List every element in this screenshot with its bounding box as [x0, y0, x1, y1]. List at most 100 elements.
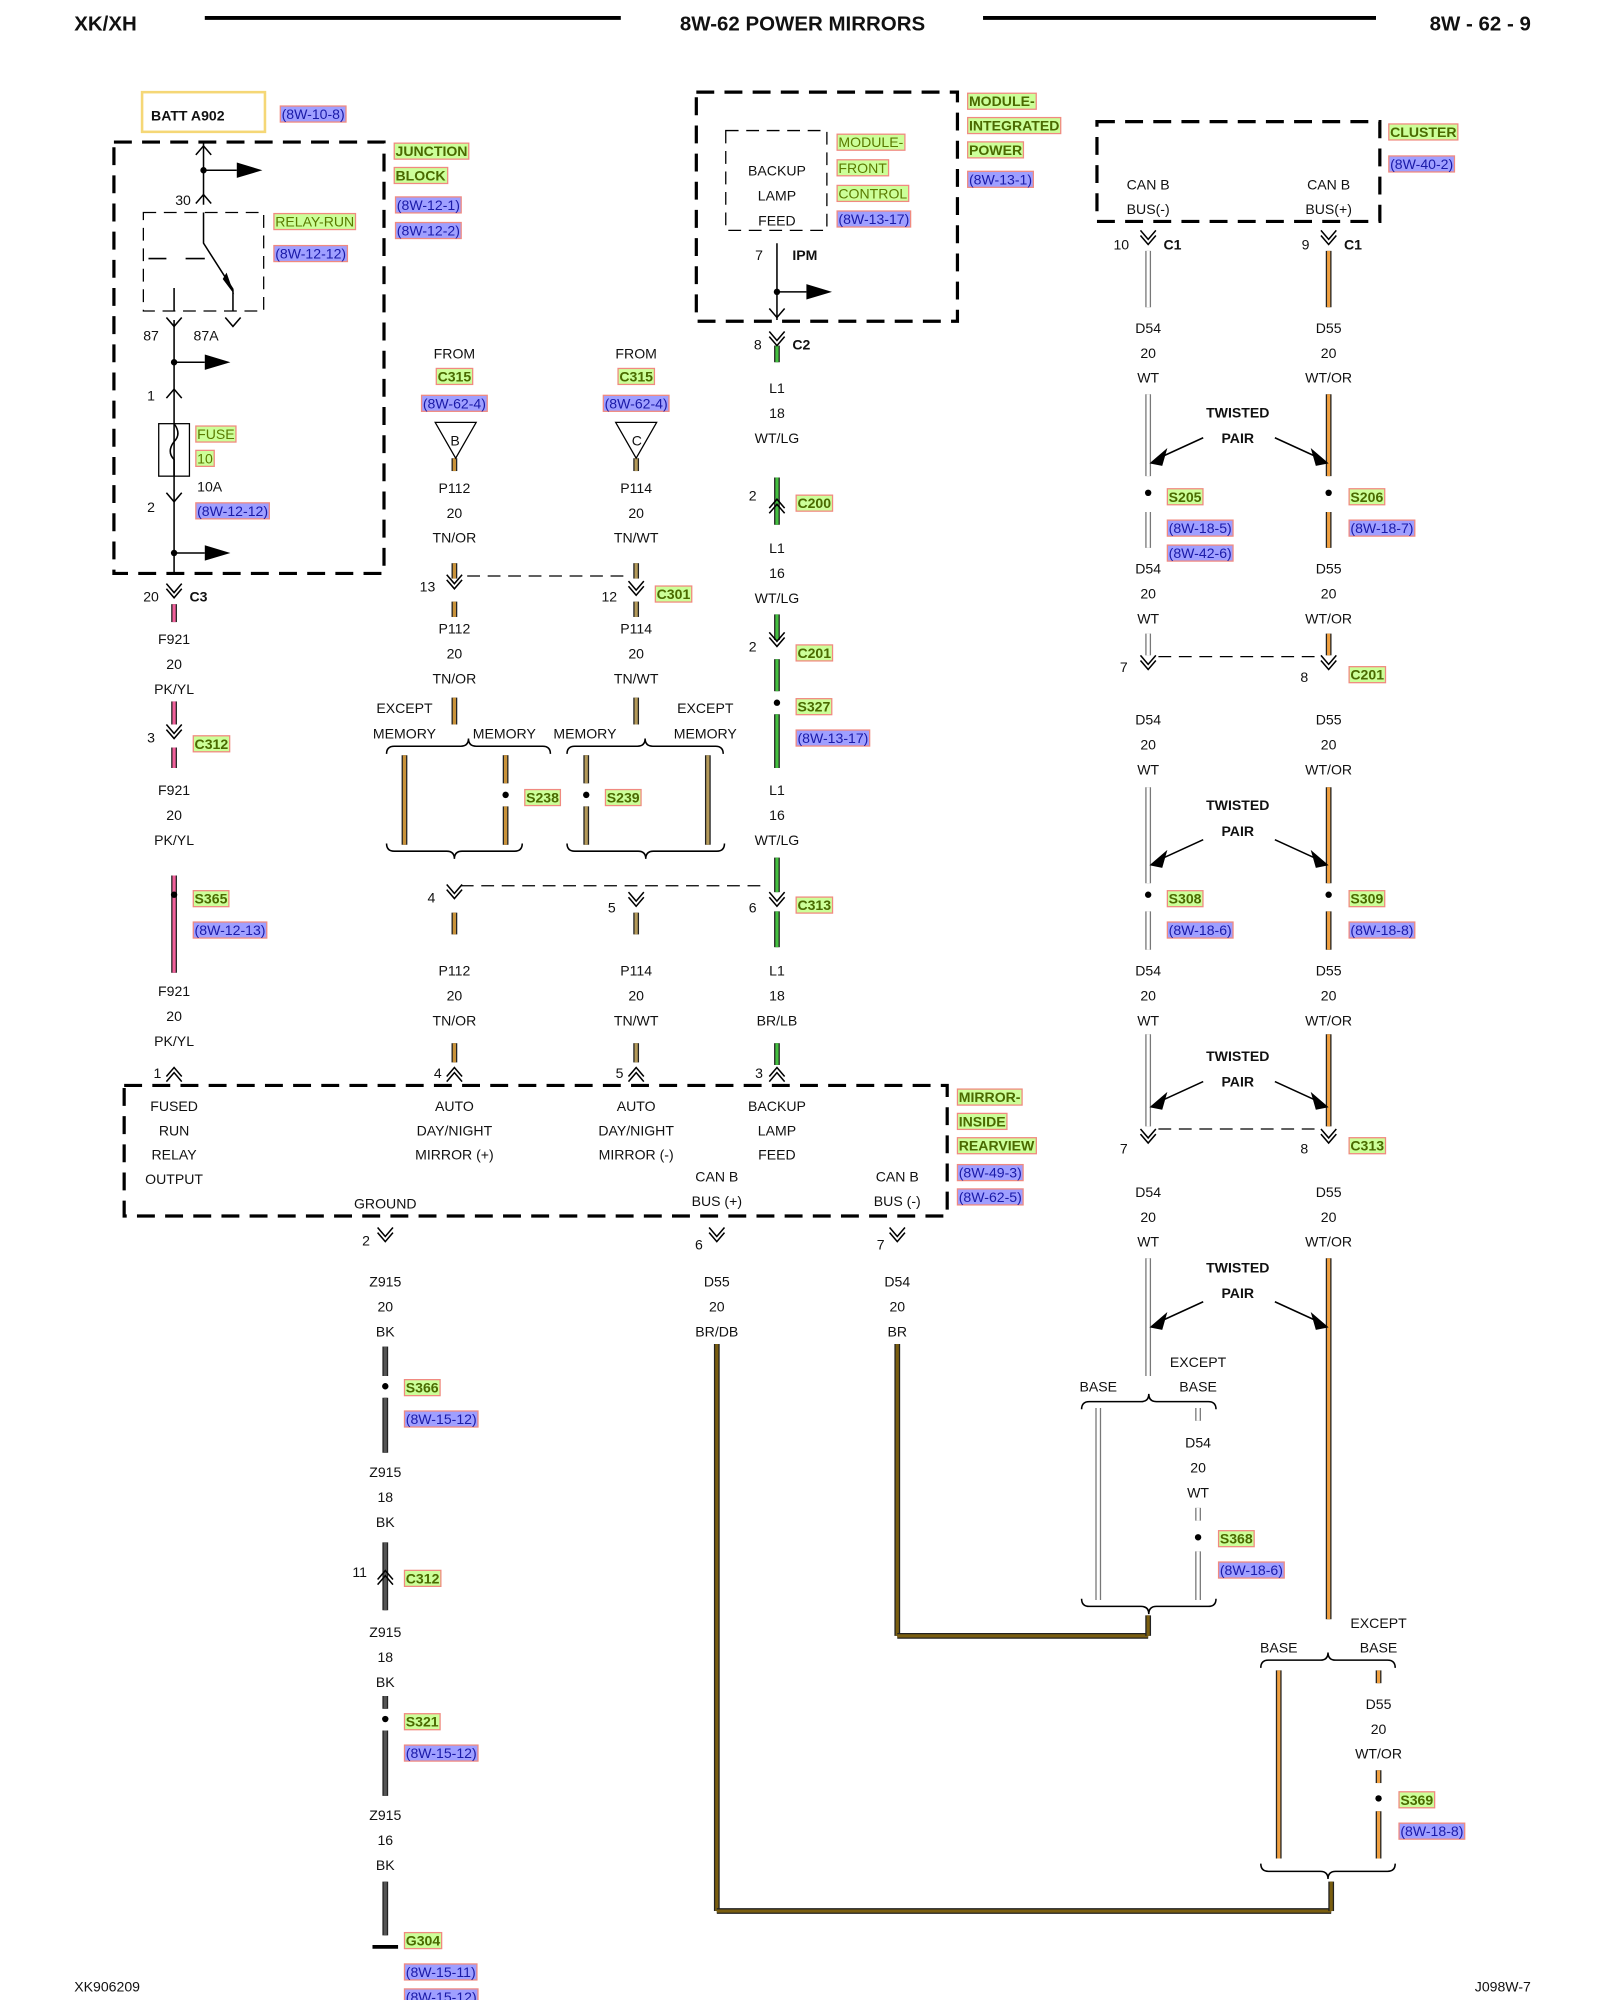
junction-block-ref-link[interactable]: (8W-12-2) — [397, 223, 460, 239]
connector-pin: 13 — [420, 578, 436, 594]
wire-gauge: 20 — [1321, 585, 1337, 601]
wire-color: WT — [1137, 1234, 1159, 1250]
mirror-ref-link[interactable]: (8W-49-3) — [959, 1165, 1022, 1181]
cluster-ref-link[interactable]: (8W-40-2) — [1390, 156, 1453, 172]
option-memory: MEMORY — [553, 726, 617, 742]
wire-color: TN/WT — [614, 1012, 659, 1028]
label-highlight — [956, 1163, 1024, 1182]
wire-circuit: Z915 — [369, 1273, 401, 1289]
splice-dot — [170, 891, 178, 898]
source-ref-link[interactable]: (8W-62-4) — [605, 395, 668, 411]
wire-gauge: 18 — [377, 1489, 393, 1505]
relay-ref-link[interactable]: (8W-12-12) — [275, 246, 346, 262]
connector-pin: 4 — [427, 889, 435, 905]
wire-circuit: Z915 — [369, 1807, 401, 1823]
wire-gauge: 20 — [1321, 987, 1337, 1003]
wire-gauge: 16 — [769, 807, 785, 823]
splice-ref-link[interactable]: (8W-18-7) — [1350, 520, 1413, 536]
wire-circuit: D54 — [1135, 560, 1161, 576]
connector-c1: C1 — [1164, 237, 1182, 253]
mirror-ref-link[interactable]: (8W-62-5) — [959, 1189, 1022, 1205]
label-highlight — [956, 1188, 1024, 1206]
label-highlight — [795, 494, 834, 512]
splice-dot — [1325, 489, 1332, 496]
label-highlight — [1348, 890, 1386, 908]
connector-c313: C313 — [797, 897, 831, 913]
ipm-ref-link[interactable]: (8W-13-1) — [969, 171, 1032, 187]
batt-ref-link[interactable]: (8W-10-8) — [282, 106, 345, 122]
mirror-pin-label: FEED — [758, 1147, 796, 1163]
front-control-ref-link[interactable]: (8W-13-17) — [838, 211, 909, 227]
wire-gauge: 20 — [1140, 987, 1156, 1003]
connector-icon — [165, 492, 183, 503]
label-highlight — [1166, 921, 1234, 939]
relay-pin: 87A — [194, 327, 220, 343]
wire-gauge: 20 — [166, 1008, 182, 1024]
wire-circuit: D55 — [1366, 1696, 1392, 1712]
source-connector: C315 — [619, 368, 653, 384]
text-layer: XK/XH 8W-62 POWER MIRRORS 8W - 62 - 9 XK906… — [74, 13, 1531, 2000]
wire-circuit: L1 — [769, 962, 785, 978]
splice-ref-link[interactable]: (8W-18-5) — [1169, 520, 1232, 536]
connector-icon — [1139, 229, 1157, 246]
label-highlight — [273, 212, 357, 231]
fuse-ref-link[interactable]: (8W-12-12) — [197, 503, 268, 519]
twisted-pair-label: PAIR — [1221, 430, 1254, 446]
source-ref-link[interactable]: (8W-62-4) — [423, 395, 486, 411]
junction-dot — [200, 167, 207, 174]
wire-circuit: L1 — [769, 380, 785, 396]
splice-ref-link[interactable]: (8W-12-13) — [195, 922, 266, 938]
wire-gauge: 20 — [1140, 585, 1156, 601]
wire-circuit: P112 — [438, 962, 470, 978]
twisted-pair-label: PAIR — [1221, 1285, 1254, 1301]
wire-color: BK — [376, 1323, 395, 1339]
label-highlight — [967, 92, 1037, 110]
splice-ref-link[interactable]: (8W-13-17) — [797, 730, 868, 746]
wire-gauge: 20 — [1140, 1209, 1156, 1225]
label-highlight — [1348, 519, 1416, 537]
twisted-pair-label: TWISTED — [1206, 1048, 1269, 1064]
label-highlight — [195, 449, 215, 467]
splice-ref-link[interactable]: (8W-18-6) — [1169, 922, 1232, 938]
splice-s321: S321 — [406, 1714, 439, 1730]
front-control-name: FRONT — [838, 160, 887, 176]
connector-icon — [627, 580, 645, 597]
label-highlight — [1348, 1137, 1387, 1155]
label-highlight — [403, 1713, 441, 1731]
splice-ref-link[interactable]: (8W-15-12) — [406, 1989, 477, 2000]
splice-ref-link[interactable]: (8W-42-6) — [1169, 545, 1232, 561]
label-highlight — [394, 196, 462, 214]
label-highlight — [836, 133, 906, 151]
wire-color: WT/OR — [1305, 761, 1352, 777]
splice-ref-link[interactable]: (8W-15-12) — [406, 1411, 477, 1427]
fuse-element-icon — [169, 423, 179, 477]
wire-gauge: 20 — [166, 656, 182, 672]
relay-name: RELAY-RUN — [275, 214, 354, 230]
splice-ref-link[interactable]: (8W-15-11) — [406, 1964, 476, 1980]
connector-pin: 11 — [352, 1564, 367, 1580]
mirror-pin-label: BUS (+) — [692, 1193, 742, 1209]
splice-dot — [1194, 1534, 1202, 1541]
splice-ref-link[interactable]: (8W-18-8) — [1400, 1823, 1463, 1839]
connector-tie-lines — [460, 575, 1319, 1130]
splice-ref-link[interactable]: (8W-18-6) — [1220, 1562, 1283, 1578]
wire-circuit: P114 — [620, 962, 652, 978]
batt-label: BATT A902 — [151, 107, 225, 123]
splice-ref-link[interactable]: (8W-18-8) — [1350, 922, 1413, 938]
label-highlight — [1166, 519, 1234, 537]
connector-pin: 12 — [601, 589, 617, 605]
connector-pin: 2 — [362, 1232, 370, 1248]
wire-color: TN/OR — [433, 1012, 477, 1028]
splice-ref-link[interactable]: (8W-15-12) — [406, 1745, 477, 1761]
mirror-pin-label: OUTPUT — [145, 1171, 203, 1187]
connector-icon — [446, 574, 463, 590]
wire-circuit: F921 — [158, 782, 190, 798]
connector-icon — [165, 316, 183, 328]
option-except-base: BASE — [1360, 1639, 1398, 1655]
twisted-pair-pointer — [1158, 1080, 1320, 1103]
junction-block-ref-link[interactable]: (8W-12-1) — [397, 197, 460, 213]
wire-gauge: 20 — [628, 646, 644, 662]
label-highlight — [394, 221, 462, 240]
option-brace — [1080, 1598, 1217, 1615]
